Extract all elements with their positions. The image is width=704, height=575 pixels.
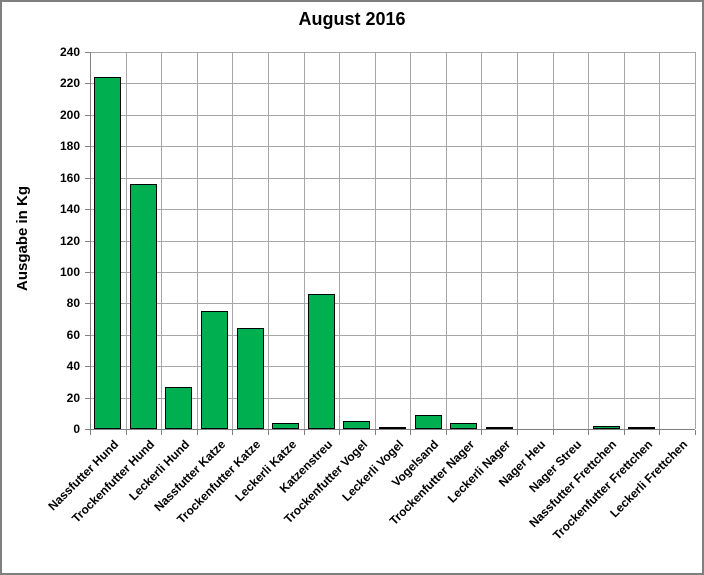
x-axis-tick — [623, 430, 625, 435]
y-axis-tick — [85, 303, 90, 305]
vertical-gridline — [410, 52, 412, 429]
y-axis-tick-label: 180 — [59, 139, 80, 154]
x-axis-tick — [517, 430, 519, 435]
y-axis-tick-label: 160 — [59, 170, 80, 185]
x-axis-tick — [339, 430, 341, 435]
horizontal-gridline — [90, 240, 695, 242]
bar-trockenfutter-frettchen — [628, 426, 656, 429]
y-axis-tick-label: 240 — [59, 45, 80, 59]
bar-katzenstreu — [307, 293, 335, 429]
bar-nassfutter-katze — [201, 311, 229, 429]
horizontal-gridline — [90, 177, 695, 179]
y-axis-tick — [85, 209, 90, 211]
bar-nassfutter-hund — [94, 77, 122, 429]
horizontal-gridline — [90, 271, 695, 273]
chart-title: August 2016 — [298, 9, 406, 29]
bar-leckerli-vogel — [379, 427, 406, 429]
y-axis-tick — [85, 114, 90, 116]
x-axis-category-label: Nassfutter Hund — [45, 437, 122, 514]
y-axis-tick-label: 120 — [59, 233, 80, 248]
vertical-gridline — [481, 52, 483, 429]
bar-leckerli-hund — [165, 386, 193, 429]
y-axis-tick — [85, 334, 90, 336]
vertical-gridline — [161, 52, 163, 429]
y-axis-tick — [85, 271, 90, 273]
x-axis-tick — [90, 430, 91, 435]
bar-vogelsand — [414, 414, 442, 429]
bar-leckerli-nager — [485, 427, 513, 429]
x-axis-tick — [374, 430, 376, 435]
y-axis-tick — [85, 146, 90, 148]
y-axis-tick-label: 220 — [59, 76, 80, 91]
y-axis-tick-label: 60 — [66, 327, 80, 342]
x-axis-tick — [659, 430, 661, 435]
vertical-gridline — [303, 52, 305, 429]
horizontal-gridline — [90, 303, 695, 305]
x-axis-tick — [161, 430, 163, 435]
bar-trockenfutter-hund — [129, 183, 157, 429]
vertical-gridline — [695, 52, 696, 429]
y-axis-tick — [85, 366, 90, 368]
y-axis-line — [90, 52, 91, 430]
horizontal-gridline — [90, 52, 695, 53]
horizontal-gridline — [90, 334, 695, 336]
vertical-gridline — [659, 52, 661, 429]
vertical-gridline — [374, 52, 376, 429]
bar-nassfutter-frettchen — [592, 425, 620, 429]
horizontal-gridline — [90, 83, 695, 85]
y-axis-tick-label: 140 — [59, 202, 80, 217]
x-axis-tick — [232, 430, 234, 435]
y-axis-tick — [85, 52, 90, 53]
horizontal-gridline — [90, 114, 695, 116]
horizontal-gridline — [90, 366, 695, 368]
y-axis-tick-label: 0 — [73, 422, 80, 436]
vertical-gridline — [196, 52, 198, 429]
x-axis-tick — [410, 430, 412, 435]
bar-leckerli-katze — [272, 422, 300, 429]
y-axis-tick-label: 100 — [59, 264, 80, 279]
y-axis-tick — [85, 397, 90, 399]
bar-trockenfutter-vogel — [343, 421, 371, 429]
y-axis-tick — [85, 83, 90, 85]
y-axis-tick-label: 200 — [59, 107, 80, 122]
x-axis-tick — [303, 430, 305, 435]
vertical-gridline — [339, 52, 341, 429]
vertical-gridline — [267, 52, 269, 429]
y-axis-tick-label: 20 — [66, 390, 80, 405]
bar-trockenfutter-nager — [450, 422, 478, 429]
y-axis-tick — [85, 240, 90, 242]
y-axis-tick — [85, 429, 90, 430]
y-axis-tick-label: 40 — [66, 359, 80, 374]
x-axis-tick — [196, 430, 198, 435]
x-axis-tick — [125, 430, 127, 435]
vertical-gridline — [517, 52, 519, 429]
vertical-gridline — [232, 52, 234, 429]
y-axis-tick-label: 80 — [66, 296, 80, 311]
x-axis-line — [90, 429, 695, 430]
vertical-gridline — [552, 52, 554, 429]
horizontal-gridline — [90, 209, 695, 211]
x-axis-tick — [588, 430, 590, 435]
y-axis-tick — [85, 177, 90, 179]
x-axis-tick — [695, 430, 696, 435]
vertical-gridline — [623, 52, 625, 429]
vertical-gridline — [125, 52, 127, 429]
vertical-gridline — [445, 52, 447, 429]
horizontal-gridline — [90, 397, 695, 399]
vertical-gridline — [588, 52, 590, 429]
x-axis-tick — [445, 430, 447, 435]
horizontal-gridline — [90, 146, 695, 148]
x-axis-tick — [267, 430, 269, 435]
x-axis-tick — [481, 430, 483, 435]
bar-trockenfutter-katze — [236, 328, 264, 429]
x-axis-tick — [552, 430, 554, 435]
